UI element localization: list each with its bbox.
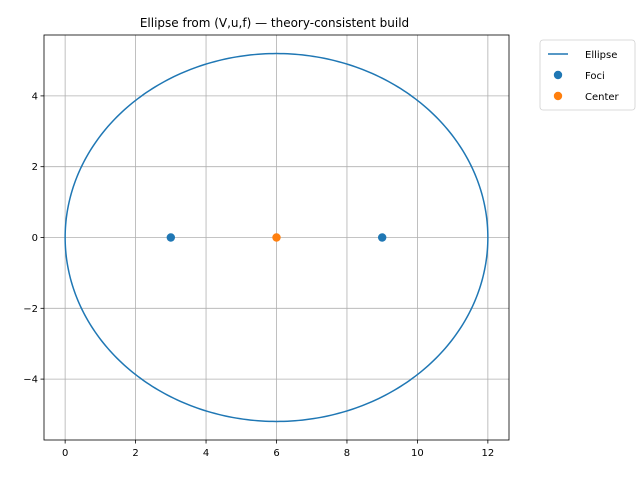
y-tick-label: 4 xyxy=(32,91,38,102)
x-tick-label: 6 xyxy=(273,448,279,459)
series-layer xyxy=(64,52,489,423)
ellipse-line xyxy=(64,52,489,423)
x-tick-label: 8 xyxy=(344,448,350,459)
legend-label: Ellipse xyxy=(585,50,617,61)
foci-point xyxy=(377,233,387,242)
legend-marker-swatch xyxy=(553,70,563,80)
y-tick-label: −2 xyxy=(23,304,38,315)
x-tick-label: 2 xyxy=(132,448,138,459)
legend: Ellipse Foci Center xyxy=(539,39,636,111)
legend-label: Center xyxy=(585,92,620,103)
x-tick-label: 10 xyxy=(411,448,424,459)
x-tick-label: 0 xyxy=(62,448,68,459)
legend-marker-swatch xyxy=(553,91,563,101)
x-tick-label: 12 xyxy=(481,448,494,459)
grid xyxy=(44,35,509,440)
center-point xyxy=(272,233,281,242)
x-tick-label: 4 xyxy=(203,448,209,459)
legend-label: Foci xyxy=(585,71,605,82)
y-tick-label: −4 xyxy=(23,375,38,386)
y-tick-label: 2 xyxy=(32,162,38,173)
ticks: 0 2 4 6 8 10 12 −4 −2 0 2 4 xyxy=(23,91,494,459)
chart-title: Ellipse from (V,u,f) — theory-consistent… xyxy=(140,16,409,30)
legend-box xyxy=(539,39,636,111)
y-tick-label: 0 xyxy=(32,233,38,244)
foci-point xyxy=(166,233,176,242)
